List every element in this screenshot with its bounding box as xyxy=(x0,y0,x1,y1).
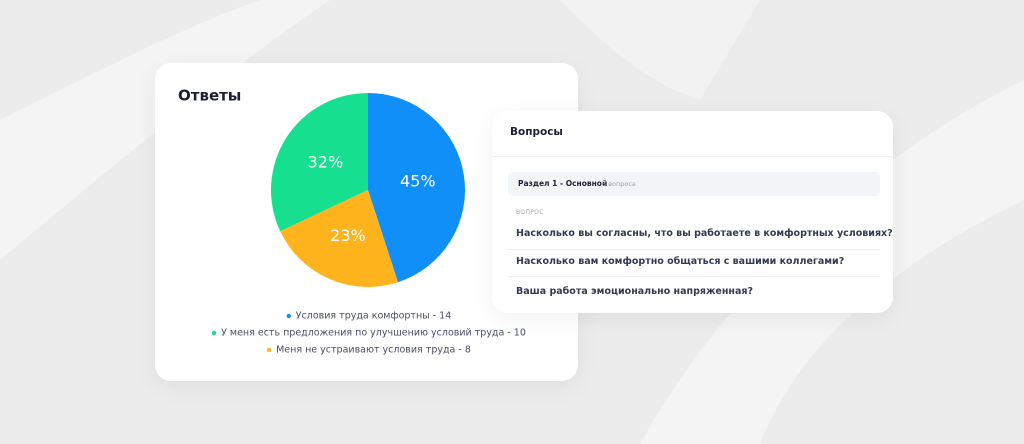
divider xyxy=(508,249,880,250)
pie-slice xyxy=(280,190,398,287)
legend-label: Условия труда комфортны - 14 xyxy=(296,311,451,322)
section-count: 3 вопроса xyxy=(602,180,636,188)
pie-slice xyxy=(270,93,368,232)
bg-shape xyxy=(560,0,760,100)
legend-dot xyxy=(286,313,291,319)
questions-title: Вопросы xyxy=(510,126,563,138)
questions-card: Вопросы Раздел 1 - Основной 3 вопроса ВО… xyxy=(492,111,893,313)
question[interactable]: Ваша работа эмоционально напряженная? xyxy=(516,286,754,297)
chart-title: Ответы xyxy=(178,87,241,105)
slice-label: 32% xyxy=(308,152,344,171)
question[interactable]: Насколько вы согласны, что вы работаете … xyxy=(516,228,893,239)
slice-label: 45% xyxy=(400,172,436,191)
column-label: ВОПРОС xyxy=(516,209,544,216)
divider xyxy=(508,276,880,277)
legend-label: У меня есть предложения по улучшению усл… xyxy=(221,328,526,339)
bg-shape xyxy=(0,0,330,260)
legend-dot xyxy=(211,330,217,336)
pie-chart: Ответы 45% 32% 23% Условия труда комфортны … xyxy=(178,87,526,356)
question[interactable]: Насколько вам комфортно общаться с вашим… xyxy=(516,256,845,267)
pie-slice xyxy=(368,93,466,283)
divider xyxy=(492,156,893,157)
section-title: Раздел 1 - Основной xyxy=(518,179,608,188)
legend-label: Меня не устраивают условия труда - 8 xyxy=(276,345,471,356)
slice-label: 23% xyxy=(330,226,366,245)
legend-dot xyxy=(266,347,272,353)
section-row[interactable]: Раздел 1 - Основной 3 вопроса xyxy=(508,172,880,196)
